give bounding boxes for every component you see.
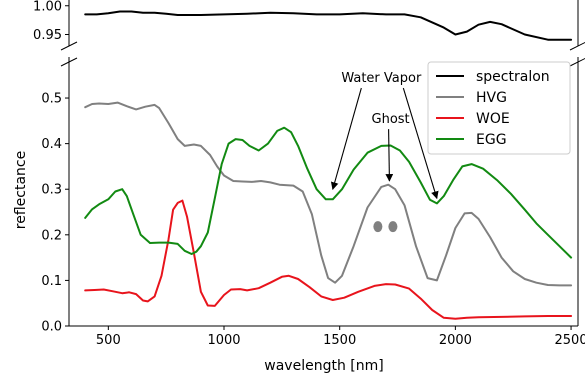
ghost-markers <box>373 221 398 233</box>
lower-y-tick-label: 0.5 <box>41 92 62 107</box>
x-tick-label: 1000 <box>207 333 240 348</box>
lower-panel-lines <box>84 101 573 320</box>
upper-y-tick-label: 0.95 <box>33 28 62 43</box>
ghost-marker-dot <box>373 221 383 233</box>
x-tick-label: 2000 <box>439 333 472 348</box>
lower-y-tick-label: 0.4 <box>41 137 62 152</box>
x-tick-label: 500 <box>96 333 121 348</box>
break-mark-upper-left <box>60 41 78 51</box>
annotation-arrow-ghost <box>385 129 394 182</box>
annotation-arrow-water-vapor <box>330 87 362 190</box>
lower-y-ticks: 0.0 0.1 0.2 0.3 0.4 0.5 <box>41 92 69 335</box>
series-line-egg <box>84 126 573 259</box>
x-tick-label: 2500 <box>555 333 585 348</box>
series-line-woe <box>84 199 573 320</box>
annotation-ghost: Ghost <box>372 112 410 127</box>
x-tick-label: 1500 <box>323 333 356 348</box>
lower-y-tick-label: 0.1 <box>41 274 62 289</box>
legend-label-hvg: HVG <box>476 90 507 106</box>
legend-box <box>427 61 571 155</box>
annotation-arrow-water-vapor <box>402 87 439 200</box>
lower-y-tick-label: 0.0 <box>41 320 62 335</box>
annotation-water-vapor: Water Vapor <box>341 71 422 86</box>
break-mark-upper-right <box>569 41 585 51</box>
legend-label-woe: WOE <box>476 111 510 127</box>
annotations: Water Vapor Ghost <box>330 71 439 200</box>
x-axis-title: wavelength [nm] <box>264 358 383 374</box>
legend-label-spectralon: spectralon <box>476 69 550 85</box>
lower-panel: 0.0 0.1 0.2 0.3 0.4 0.5 500 1000 1500 2000 2500 <box>41 57 585 348</box>
lower-y-tick-label: 0.2 <box>41 228 62 243</box>
lower-y-tick-label: 0.3 <box>41 183 62 198</box>
series-line-spectralon <box>84 10 573 41</box>
upper-panel: 0.95 1.00 <box>33 0 579 46</box>
y-axis-title: reflectance <box>13 151 29 229</box>
x-ticks: 500 1000 1500 2000 2500 <box>96 326 585 348</box>
legend-label-egg: EGG <box>476 132 507 148</box>
upper-y-ticks: 0.95 1.00 <box>33 0 69 43</box>
upper-y-tick-label: 1.00 <box>33 0 62 14</box>
series-line-hvg <box>84 101 573 287</box>
legend-items: spectralon HVG WOE EGG <box>436 69 550 148</box>
ghost-marker-dot <box>388 221 398 233</box>
upper-panel-lines <box>84 10 573 41</box>
legend: spectralon HVG WOE EGG <box>427 61 571 155</box>
